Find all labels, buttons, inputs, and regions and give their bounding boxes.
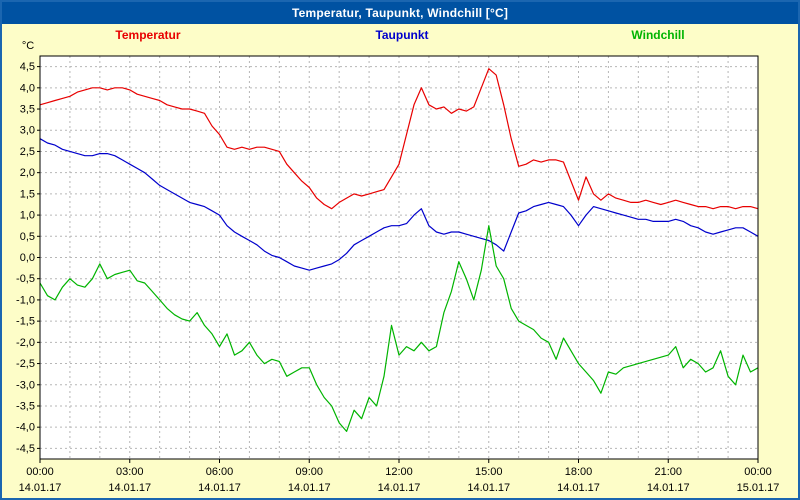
y-tick-label: 4,5 (20, 61, 35, 73)
x-tick-date-label: 14.01.17 (19, 482, 62, 494)
y-tick-label: -4,0 (16, 422, 35, 434)
series-windchill-line (39, 225, 759, 432)
x-tick-time-label: 12:00 (385, 466, 413, 478)
x-tick-time-label: 00:00 (744, 466, 772, 478)
y-tick-label: -1,5 (16, 316, 35, 328)
y-tick-label: -3,0 (16, 379, 35, 391)
x-tick-time-label: 21:00 (654, 466, 682, 478)
y-tick-label: -1,0 (16, 294, 35, 306)
x-tick-time-label: 06:00 (206, 466, 234, 478)
y-tick-label: 4,0 (20, 82, 35, 94)
y-tick-label: 0,5 (20, 231, 35, 243)
x-tick-date-label: 14.01.17 (378, 482, 421, 494)
y-tick-label: -4,5 (16, 443, 35, 455)
x-tick-time-label: 03:00 (116, 466, 144, 478)
y-axis-unit-label: °C (22, 40, 34, 52)
legend-temperatur: Temperatur (115, 28, 181, 42)
series-temperatur-line (39, 68, 759, 210)
x-tick-date-label: 14.01.17 (198, 482, 241, 494)
y-tick-label: -0,5 (16, 273, 35, 285)
y-tick-label: -3,5 (16, 400, 35, 412)
y-tick-label: 3,5 (20, 104, 35, 116)
x-tick-date-label: 14.01.17 (288, 482, 331, 494)
x-tick-time-label: 15:00 (475, 466, 503, 478)
x-tick-time-label: 09:00 (295, 466, 323, 478)
x-tick-date-label: 14.01.17 (557, 482, 600, 494)
y-tick-label: -2,5 (16, 358, 35, 370)
y-tick-label: 3,0 (20, 125, 35, 137)
legend-windchill: Windchill (631, 28, 685, 42)
y-tick-label: -2,0 (16, 337, 35, 349)
y-tick-label: 1,5 (20, 188, 35, 200)
x-tick-date-label: 14.01.17 (108, 482, 151, 494)
x-tick-date-label: 14.01.17 (647, 482, 690, 494)
legend-taupunkt: Taupunkt (375, 28, 429, 42)
x-tick-time-label: 18:00 (565, 466, 593, 478)
y-tick-label: 1,0 (20, 210, 35, 222)
y-tick-label: 2,0 (20, 167, 35, 179)
title-bar: Temperatur, Taupunkt, Windchill [°C] (2, 2, 798, 24)
series-taupunkt-line (39, 138, 759, 271)
x-tick-date-label: 15.01.17 (737, 482, 780, 494)
y-tick-label: 2,5 (20, 146, 35, 158)
y-tick-label: 0,0 (20, 252, 35, 264)
x-tick-time-label: 00:00 (26, 466, 54, 478)
x-tick-date-label: 14.01.17 (467, 482, 510, 494)
